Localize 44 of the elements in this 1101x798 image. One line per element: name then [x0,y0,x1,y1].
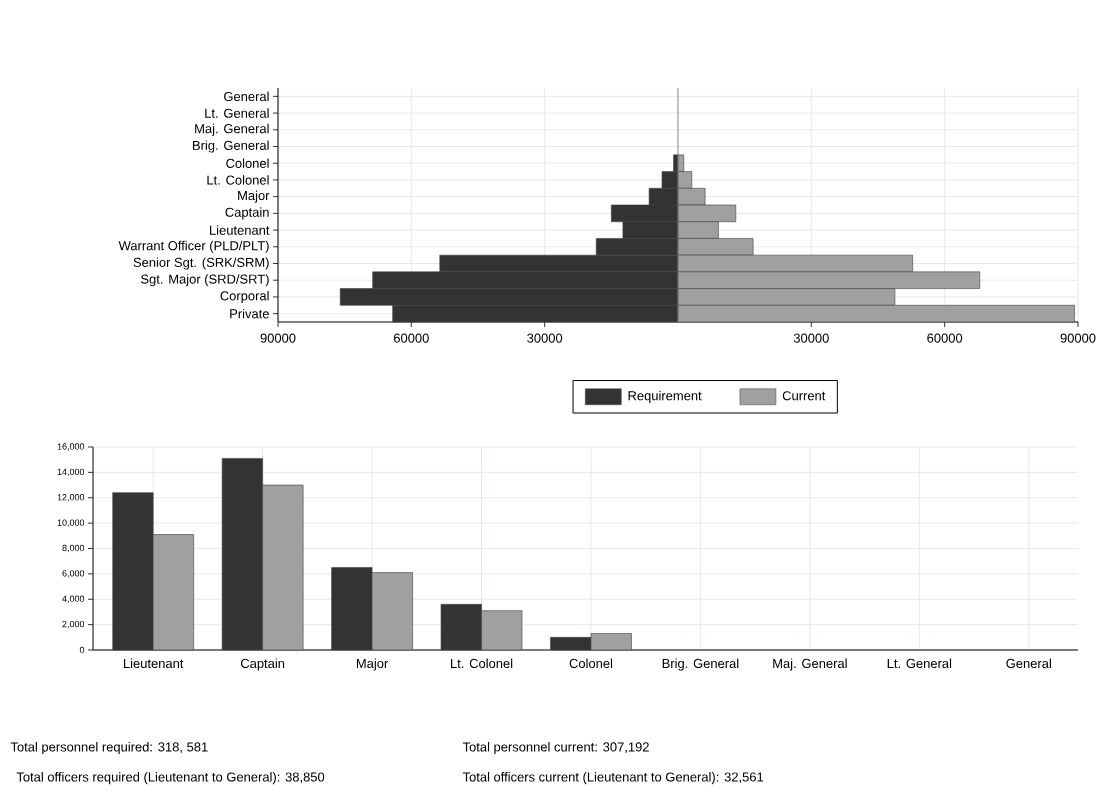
y-tick-label: 6,000 [62,570,85,578]
legend-label: Current [782,391,826,401]
text: Total personnel required: 318, 581 [10,742,208,755]
y-tick-label: Private [230,308,269,319]
x-tick-label: 60000 [927,333,963,343]
text: Total personnel current: 307,192 [462,742,649,755]
y-tick-label: Warrant Officer (PLD/PLT) [118,240,269,253]
text: Total officers required (Lieutenant to General): 38,850 [16,772,325,785]
y-tick-label: Major [238,190,270,203]
y-tick-label: 14,000 [57,468,85,477]
y-tick-label: 8,000 [62,544,85,553]
x-tick-label: Colonel [569,658,613,669]
y-tick-label: Colonel [226,158,269,168]
y-tick-label: Corporal [220,290,269,303]
y-tick-label: 4,000 [62,595,85,603]
x-tick-label: Lieutenant [124,658,184,669]
y-tick-label: 10,000 [57,519,85,527]
legend-label: Requirement [628,390,702,403]
y-tick-label: Lieutenant [210,225,270,235]
x-tick-label: 30000 [793,333,829,343]
x-tick-label: Lt. General [887,658,952,669]
x-tick-label: 90000 [260,333,296,343]
x-tick-label: Maj. General [773,658,847,671]
x-tick-label: Major [356,658,389,671]
y-tick-label: Brig. General [193,140,269,153]
y-tick-label: Sgt. Major (SRD/SRT) [141,274,269,287]
x-tick-label: Captain [240,658,285,671]
y-tick-label: General [224,91,269,102]
x-tick-label: 60000 [393,333,429,343]
text: Total officers current (Lieutenant to General): 32,561 [462,772,764,785]
y-tick-label: 2,000 [62,620,85,629]
x-tick-label: Lt. Colonel [451,658,513,669]
y-tick-label: Captain [225,207,269,220]
y-tick-label: 12,000 [57,494,85,502]
y-tick-label: Maj. General [195,123,269,136]
y-tick-label: Lt. Colonel [207,175,269,185]
y-tick-label: Lt. General [205,108,269,118]
x-tick-label: Brig. General [662,658,739,671]
x-tick-label: General [1006,658,1051,669]
x-tick-label: 30000 [527,333,563,343]
y-tick-label: 16,000 [57,443,85,451]
x-tick-label: 90000 [1060,333,1096,343]
y-tick-label: Senior Sgt. (SRK/SRM) [133,257,269,270]
y-tick-label: 0 [79,646,85,654]
